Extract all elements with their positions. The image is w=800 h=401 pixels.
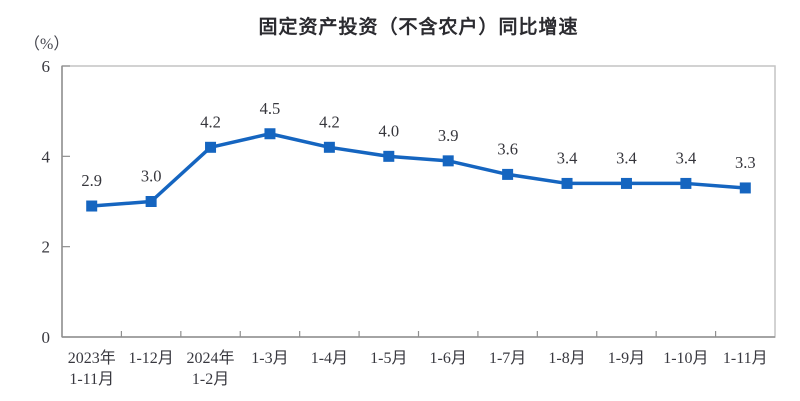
y-axis-unit-label: （%）	[24, 36, 70, 53]
value-label: 3.4	[616, 148, 637, 167]
x-tick-label: 1-11月	[723, 350, 768, 367]
x-tick-label: 1-3月	[251, 350, 288, 367]
y-tick-label: 4	[42, 147, 51, 166]
value-label: 3.6	[497, 139, 518, 158]
x-tick-label: 1-11月	[69, 371, 114, 388]
value-label: 3.9	[438, 126, 459, 145]
data-point-marker	[323, 141, 335, 153]
value-label: 4.2	[200, 112, 221, 131]
value-label: 3.3	[735, 153, 756, 172]
value-label: 3.4	[676, 148, 697, 167]
y-tick-label: 0	[42, 328, 51, 347]
x-tick-label: 1-10月	[663, 350, 708, 367]
data-point-marker	[145, 196, 157, 207]
y-tick-label: 6	[42, 57, 51, 76]
value-label: 4.5	[260, 99, 281, 118]
x-tick-label: 1-5月	[370, 350, 407, 367]
x-tick-label: 1-6月	[430, 350, 467, 367]
x-tick-label: 1-8月	[548, 350, 585, 367]
value-label: 3.4	[557, 148, 578, 167]
x-tick-label: 2023年	[68, 349, 116, 367]
data-point-marker	[739, 182, 751, 194]
x-tick-label: 2024年	[187, 349, 235, 367]
data-point-marker	[205, 141, 217, 153]
value-label: 3.0	[141, 167, 162, 186]
plot-border	[61, 65, 776, 338]
value-label: 2.9	[81, 171, 102, 190]
data-point-marker	[383, 150, 395, 162]
data-point-marker	[502, 168, 514, 180]
data-point-marker	[264, 128, 276, 140]
data-point-marker	[86, 200, 98, 212]
value-label: 4.0	[378, 121, 399, 140]
x-tick-label: 1-2月	[192, 371, 229, 388]
y-tick-label: 2	[42, 238, 51, 257]
data-point-marker	[561, 177, 573, 189]
x-tick-label: 1-12月	[128, 350, 173, 367]
value-label: 4.2	[319, 112, 340, 131]
data-point-marker	[620, 177, 632, 189]
x-tick-label: 1-7月	[489, 350, 526, 367]
trend-line	[89, 132, 748, 208]
data-point-marker	[680, 177, 692, 189]
data-point-marker	[442, 155, 454, 167]
x-tick-label: 1-4月	[311, 350, 348, 367]
x-tick-label: 1-9月	[608, 350, 645, 367]
chart-title: 固定资产投资（不含农户）同比增速	[258, 17, 579, 38]
